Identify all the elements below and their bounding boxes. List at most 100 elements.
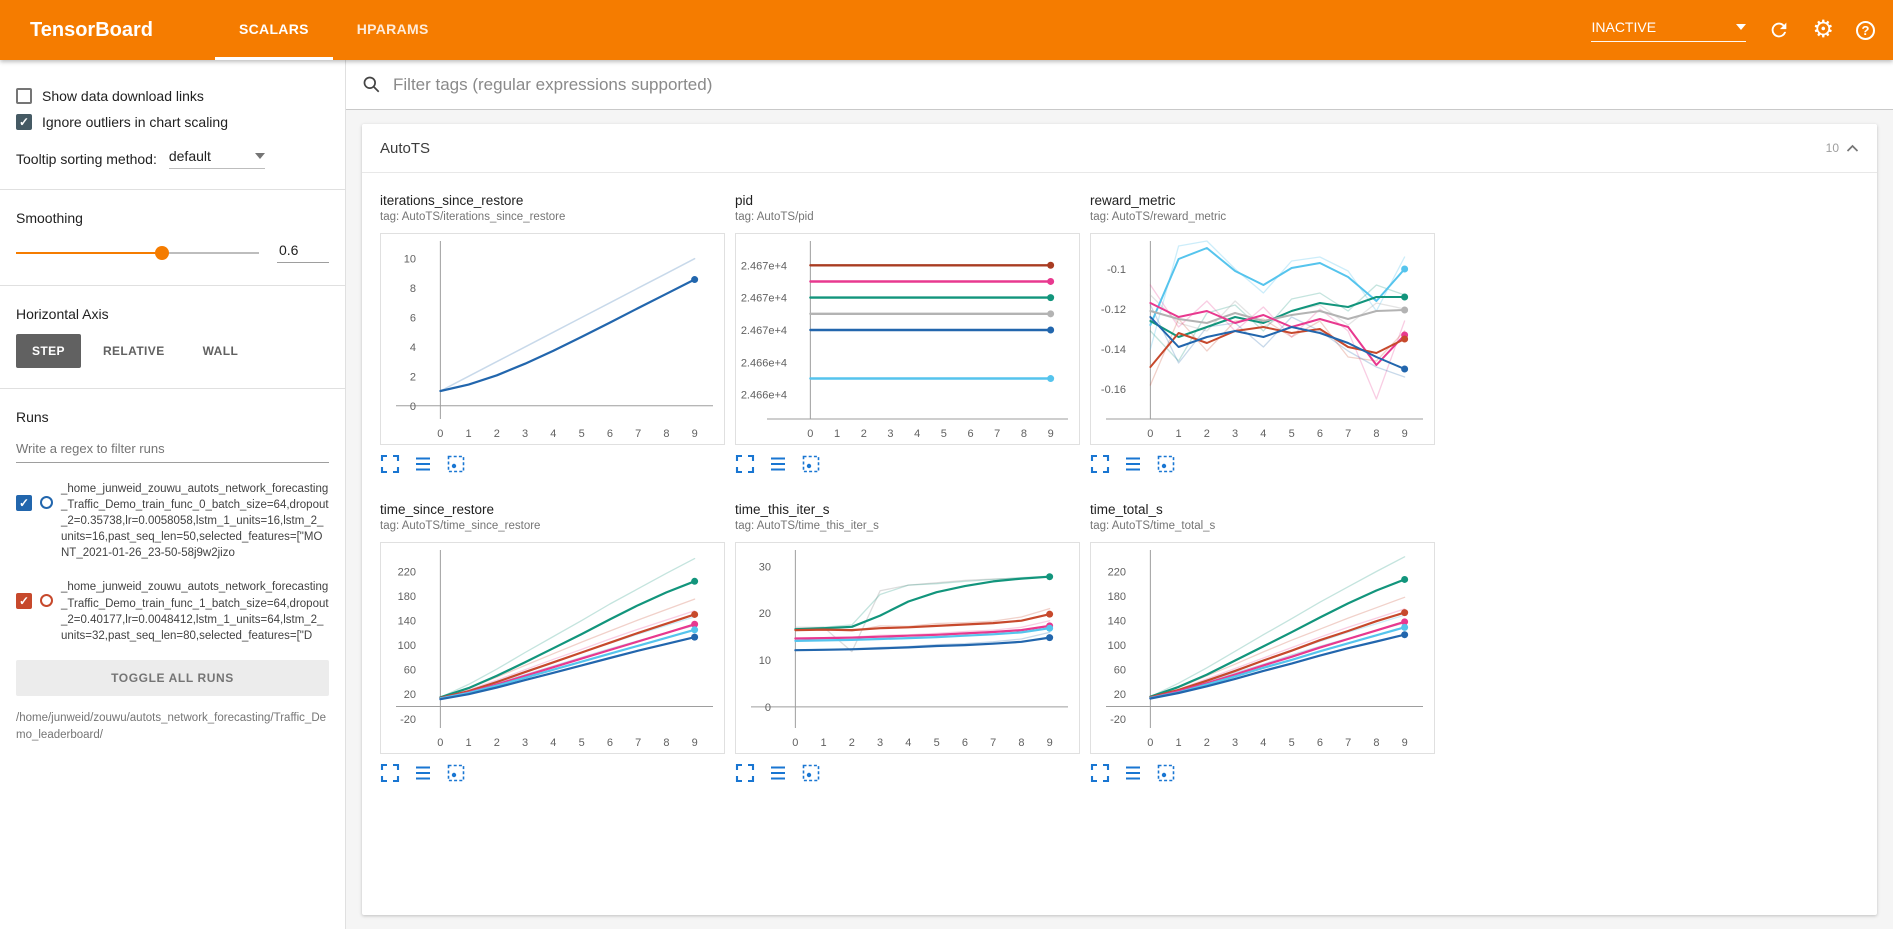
chart-plot[interactable]: 2.467e+4 2.467e+4 2.467e+4 2.466e+4 2.466e+4… — [735, 233, 1080, 445]
chart-plot[interactable]: -20 20 60 100 140 180 220 0 1 2 3 4 5 6 7 8 9 — [380, 542, 725, 754]
smoothing-slider[interactable] — [16, 245, 259, 261]
expand-chart-icon[interactable] — [735, 454, 755, 474]
svg-text:20: 20 — [404, 689, 416, 701]
svg-text:7: 7 — [1345, 737, 1351, 749]
settings-gear-icon[interactable]: ⚙ — [1812, 16, 1834, 43]
svg-text:9: 9 — [692, 737, 698, 749]
svg-text:-20: -20 — [1110, 714, 1126, 726]
tab-scalars[interactable]: SCALARS — [214, 0, 333, 60]
svg-text:-0.12: -0.12 — [1101, 304, 1126, 316]
toggle-all-runs-button[interactable]: TOGGLE ALL RUNS — [16, 659, 329, 696]
data-table-icon[interactable] — [413, 763, 433, 783]
svg-text:8: 8 — [410, 283, 416, 295]
ignore-outliers-checkbox[interactable] — [16, 114, 32, 130]
svg-text:0: 0 — [1147, 428, 1153, 440]
divider — [0, 388, 345, 389]
search-icon — [362, 75, 381, 94]
fit-domain-icon[interactable] — [801, 763, 821, 783]
svg-text:9: 9 — [1402, 737, 1408, 749]
fit-domain-icon[interactable] — [801, 454, 821, 474]
expand-chart-icon[interactable] — [1090, 454, 1110, 474]
svg-text:9: 9 — [1047, 737, 1053, 749]
chart-toolbar — [380, 454, 725, 474]
run-checkbox[interactable] — [16, 593, 32, 610]
svg-text:0: 0 — [765, 702, 771, 714]
tag-filter-bar — [346, 60, 1893, 110]
svg-text:-0.14: -0.14 — [1101, 344, 1126, 356]
svg-text:2: 2 — [494, 737, 500, 749]
refresh-icon[interactable] — [1768, 19, 1790, 41]
status-dropdown[interactable]: INACTIVE — [1591, 19, 1747, 42]
data-table-icon[interactable] — [1123, 763, 1143, 783]
svg-text:2.467e+4: 2.467e+4 — [741, 260, 787, 272]
runs-filter-input[interactable] — [16, 435, 329, 463]
svg-text:0: 0 — [410, 401, 416, 413]
data-table-icon[interactable] — [1123, 454, 1143, 474]
chart-plot[interactable]: -20 20 60 100 140 180 220 0 1 2 3 4 5 6 7 8 9 — [1090, 542, 1435, 754]
chart-toolbar — [1090, 763, 1435, 783]
svg-text:30: 30 — [759, 561, 771, 573]
svg-text:5: 5 — [579, 428, 585, 440]
horizontal-axis-label: Horizontal Axis — [16, 306, 109, 322]
expand-chart-icon[interactable] — [380, 763, 400, 783]
show-download-links-checkbox[interactable] — [16, 88, 32, 104]
help-icon[interactable]: ? — [1856, 20, 1875, 40]
chart-title: iterations_since_restore — [380, 193, 524, 208]
svg-text:6: 6 — [967, 428, 973, 440]
fit-domain-icon[interactable] — [1156, 763, 1176, 783]
run-checkbox[interactable] — [16, 495, 32, 511]
tooltip-sort-dropdown[interactable]: default — [168, 148, 265, 169]
tab-hparams[interactable]: HPARAMS — [356, 20, 429, 37]
svg-text:5: 5 — [941, 428, 947, 440]
expand-chart-icon[interactable] — [735, 763, 755, 783]
run-radio[interactable] — [40, 594, 53, 608]
fit-domain-icon[interactable] — [1156, 454, 1176, 474]
svg-text:4: 4 — [905, 737, 911, 749]
svg-text:2.466e+4: 2.466e+4 — [741, 390, 787, 402]
autots-card-header[interactable]: AutoTS 10 — [362, 124, 1877, 173]
run-radio[interactable] — [40, 496, 53, 509]
settings-sidebar: Show data download links Ignore outliers… — [0, 60, 346, 929]
autots-card: AutoTS 10 iterations_since_restore tag: A… — [362, 124, 1877, 915]
svg-text:4: 4 — [410, 342, 416, 354]
chart-plot[interactable]: 0 2 4 6 8 10 0 1 2 3 4 5 6 7 8 9 — [380, 233, 725, 445]
svg-text:100: 100 — [398, 640, 416, 652]
chart-plot[interactable]: -0.1 -0.12 -0.14 -0.16 0 1 2 3 4 5 6 7 8 9 — [1090, 233, 1435, 445]
slider-thumb[interactable] — [154, 245, 169, 260]
run-name: _home_junweid_zouwu_autots_network_forec… — [61, 581, 329, 642]
expand-chart-icon[interactable] — [380, 454, 400, 474]
svg-text:3: 3 — [887, 428, 893, 440]
run-item: _home_junweid_zouwu_autots_network_forec… — [16, 579, 329, 643]
svg-text:2.466e+4: 2.466e+4 — [741, 357, 787, 369]
header-actions: INACTIVE ⚙ ? — [1591, 0, 1875, 60]
chart-plot[interactable]: 0 10 20 30 0 1 2 3 4 5 6 7 8 9 — [735, 542, 1080, 754]
chart-toolbar — [1090, 454, 1435, 474]
fit-domain-icon[interactable] — [446, 454, 466, 474]
axis-relative-button[interactable]: RELATIVE — [87, 334, 181, 368]
svg-text:5: 5 — [934, 737, 940, 749]
svg-text:10: 10 — [759, 655, 771, 667]
axis-step-button[interactable]: STEP — [16, 334, 81, 368]
data-table-icon[interactable] — [768, 763, 788, 783]
svg-text:6: 6 — [1317, 428, 1323, 440]
svg-text:-0.1: -0.1 — [1107, 264, 1126, 276]
svg-text:-20: -20 — [400, 714, 416, 726]
tooltip-sort-label: Tooltip sorting method: — [16, 150, 157, 167]
svg-text:0: 0 — [437, 737, 443, 749]
svg-text:4: 4 — [1260, 737, 1266, 749]
svg-text:60: 60 — [404, 665, 416, 677]
tag-filter-input[interactable] — [391, 73, 1877, 96]
svg-text:140: 140 — [398, 616, 416, 628]
chevron-up-icon[interactable] — [1846, 144, 1859, 153]
data-table-icon[interactable] — [413, 454, 433, 474]
fit-domain-icon[interactable] — [446, 763, 466, 783]
svg-text:6: 6 — [1317, 737, 1323, 749]
smoothing-label: Smoothing — [16, 210, 83, 226]
axis-wall-button[interactable]: WALL — [187, 334, 255, 368]
tooltip-sort-value: default — [168, 148, 211, 164]
data-table-icon[interactable] — [768, 454, 788, 474]
app-header: TensorBoard SCALARS HPARAMS INACTIVE ⚙ ? — [0, 0, 1893, 60]
expand-chart-icon[interactable] — [1090, 763, 1110, 783]
svg-text:3: 3 — [522, 737, 528, 749]
smoothing-value-input[interactable]: 0.6 — [277, 242, 329, 263]
